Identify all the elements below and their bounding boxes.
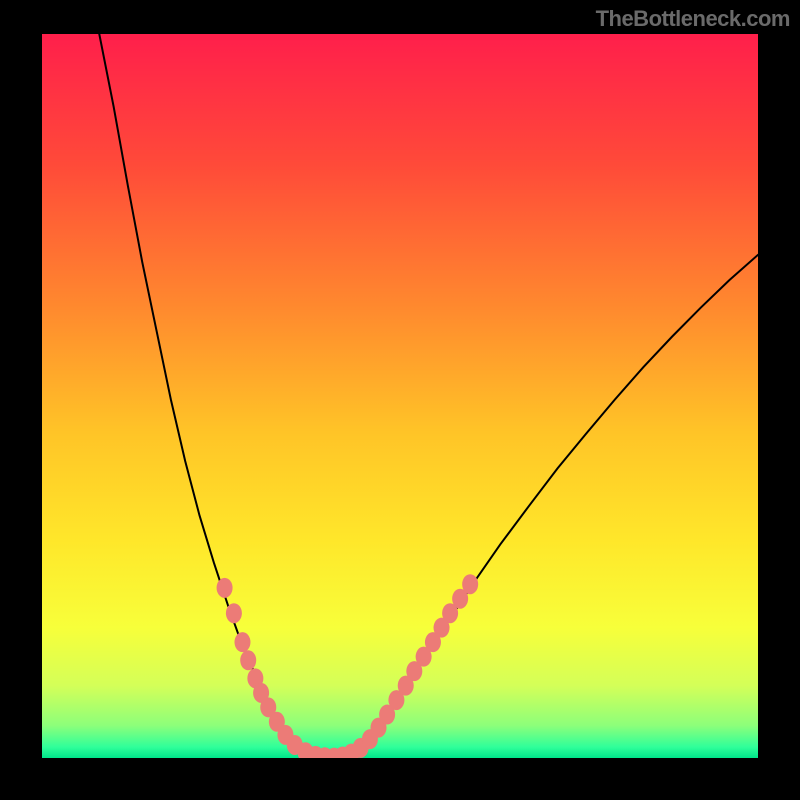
chart-svg — [42, 34, 758, 758]
watermark-text: TheBottleneck.com — [596, 6, 790, 32]
chart-frame: TheBottleneck.com — [0, 0, 800, 800]
data-marker — [462, 574, 478, 594]
chart-background — [42, 34, 758, 758]
data-marker — [226, 603, 242, 623]
data-marker — [217, 578, 233, 598]
data-marker — [240, 650, 256, 670]
bottleneck-chart — [42, 34, 758, 758]
data-marker — [234, 632, 250, 652]
